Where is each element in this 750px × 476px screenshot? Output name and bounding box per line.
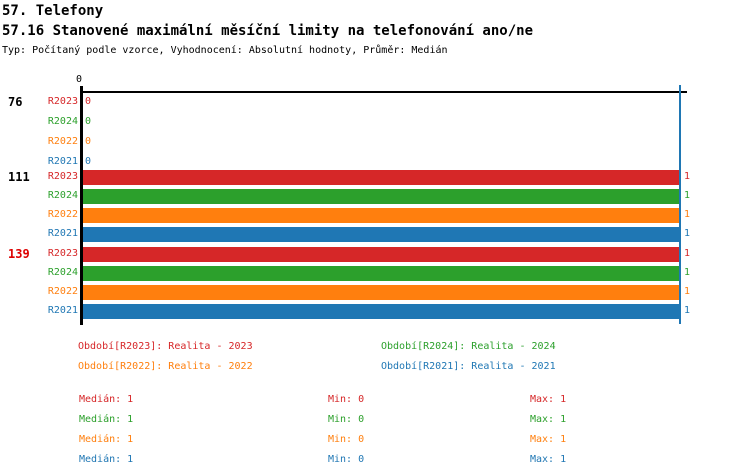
bar-value-label: 1 (684, 228, 691, 239)
bar-value-label: 1 (684, 190, 691, 201)
bar-value-label: 1 (684, 209, 691, 220)
series-label: R2022 (47, 286, 78, 297)
legend-item: Období[R2024]: Realita - 2024 (381, 341, 556, 352)
stat-min: Min: 0 (328, 434, 365, 445)
legend-item: Období[R2021]: Realita - 2021 (381, 361, 556, 372)
series-label: R2022 (47, 209, 78, 220)
stat-min: Min: 0 (328, 414, 365, 425)
series-label: R2024 (47, 267, 78, 278)
bar (83, 246, 679, 262)
stat-max: Max: 1 (530, 394, 567, 405)
series-label: R2021 (47, 228, 78, 239)
legend-item: Období[R2023]: Realita - 2023 (78, 341, 253, 352)
series-label: R2023 (47, 96, 78, 107)
series-label: R2021 (47, 156, 78, 167)
series-label: R2024 (47, 116, 78, 127)
bar (83, 188, 679, 204)
group-label: 139 (8, 247, 30, 261)
bar-value-label: 1 (684, 286, 691, 297)
bar (83, 303, 679, 319)
stat-min: Min: 0 (328, 394, 365, 405)
max-reference-line (679, 85, 681, 324)
bar-value-label: 1 (684, 267, 691, 278)
chart-subtitle: 57.16 Stanovené maximální měsíční limity… (2, 23, 534, 39)
bar-value-label: 0 (85, 116, 92, 127)
series-label: R2022 (47, 136, 78, 147)
stat-max: Max: 1 (530, 414, 567, 425)
page-title: 57. Telefony (2, 3, 104, 19)
group-label: 76 (8, 95, 23, 109)
bar-value-label: 1 (684, 248, 691, 259)
bar (83, 207, 679, 223)
legend-item: Období[R2022]: Realita - 2022 (78, 361, 253, 372)
bar (83, 169, 679, 185)
bar-value-label: 1 (684, 305, 691, 316)
series-label: R2021 (47, 305, 78, 316)
stat-min: Min: 0 (328, 454, 365, 465)
stat-median: Medián: 1 (79, 454, 134, 465)
series-label: R2024 (47, 190, 78, 201)
bar-value-label: 0 (85, 96, 92, 107)
y-axis-line (80, 86, 83, 325)
bar (83, 265, 679, 281)
top-axis-line (80, 91, 687, 93)
stat-median: Medián: 1 (79, 434, 134, 445)
bar (83, 284, 679, 300)
stat-max: Max: 1 (530, 434, 567, 445)
stat-median: Medián: 1 (79, 394, 134, 405)
chart-meta-info: Typ: Počítaný podle vzorce, Vyhodnocení:… (2, 45, 448, 56)
series-label: R2023 (47, 171, 78, 182)
bar-value-label: 1 (684, 171, 691, 182)
series-label: R2023 (47, 248, 78, 259)
stat-max: Max: 1 (530, 454, 567, 465)
axis-zero-tick-label: 0 (76, 74, 83, 85)
bar-value-label: 0 (85, 156, 92, 167)
group-label: 111 (8, 170, 30, 184)
stat-median: Medián: 1 (79, 414, 134, 425)
bar-value-label: 0 (85, 136, 92, 147)
bar (83, 226, 679, 242)
